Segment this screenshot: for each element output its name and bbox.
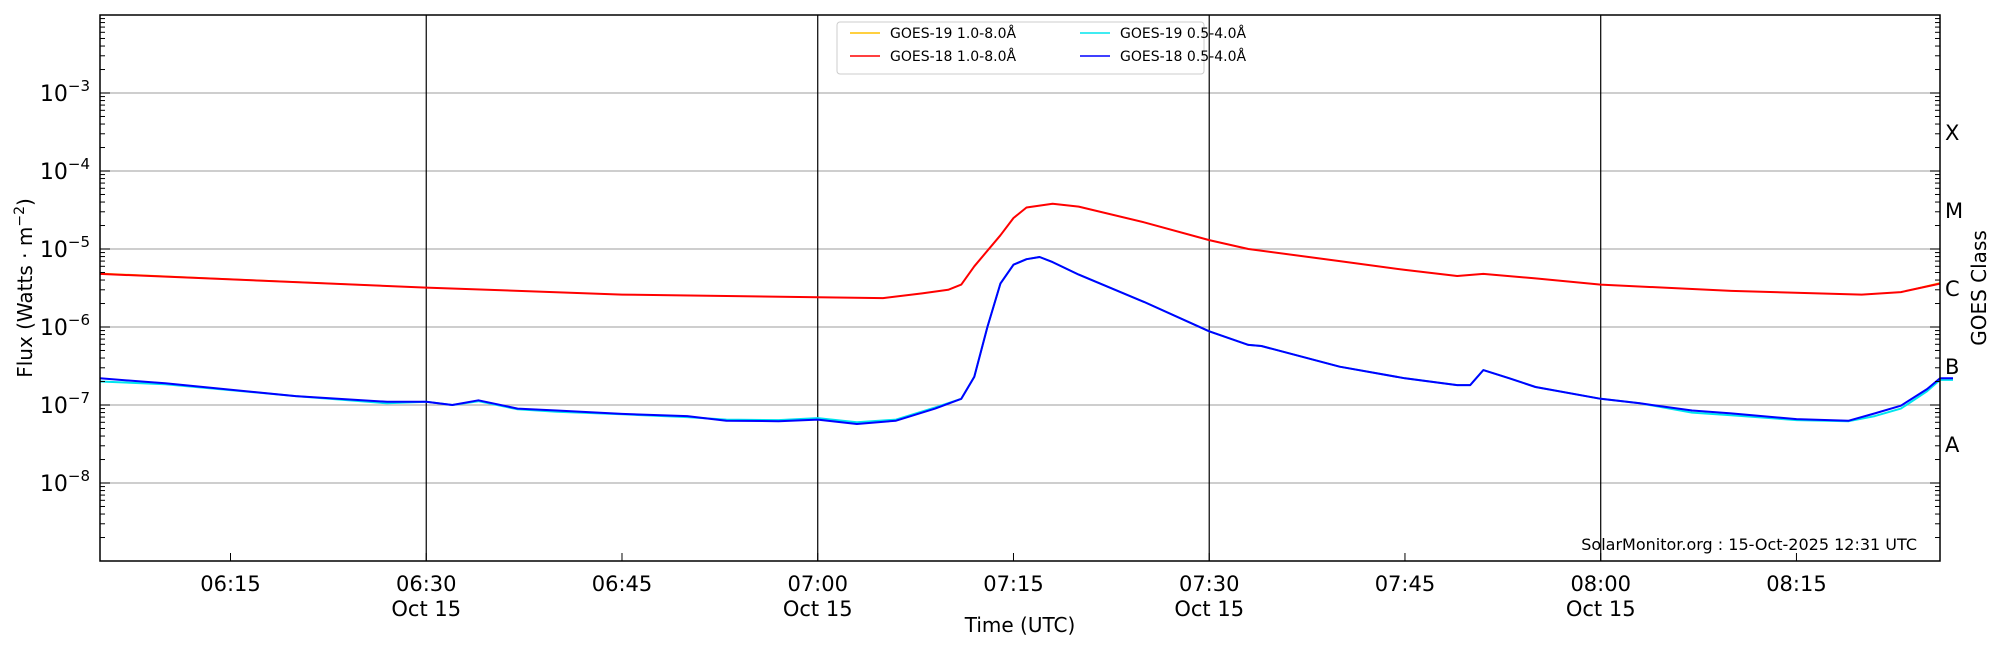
legend: GOES-19 1.0-8.0Å GOES-19 0.5-4.0Å GOES-18 … — [836, 21, 1246, 75]
y-tick-exponent: −4 — [68, 155, 90, 173]
goes-class-label-b: B — [1945, 355, 1959, 379]
y-tick-label: 10−6 — [40, 311, 90, 341]
series-line-goes-18-1-0-8-0- — [99, 202, 1941, 300]
goes-class-label-x: X — [1945, 121, 1959, 145]
y-tick-label: 10−7 — [40, 389, 90, 419]
x-tick-label: 08:15 — [1766, 572, 1827, 596]
x-tick-label: 07:15 — [983, 572, 1044, 596]
legend-label: GOES-19 0.5-4.0Å — [1120, 25, 1246, 42]
y-tick-exponent: −3 — [68, 77, 90, 95]
x-tick-label: 07:30 — [1179, 572, 1240, 596]
y-tick-exponent: −8 — [68, 467, 90, 485]
legend-label: GOES-18 1.0-8.0Å — [890, 48, 1016, 65]
y-tick-base: 10 — [40, 394, 68, 419]
x-axis-label: Time (UTC) — [964, 613, 1076, 637]
x-tick-date: Oct 15 — [783, 597, 853, 621]
goes-class-label-c: C — [1945, 277, 1960, 301]
goes-class-label-m: M — [1945, 199, 1963, 223]
plot-frame — [99, 14, 1941, 562]
y-axis-label: Flux (Watts · m−2) — [12, 198, 37, 378]
x-tick-label: 07:45 — [1375, 572, 1436, 596]
series-line-goes-19-0-5-4-0- — [99, 256, 1953, 424]
legend-box — [836, 21, 1205, 75]
x-tick-label: 06:30 — [396, 572, 457, 596]
y-tick-label: 10−3 — [40, 77, 90, 107]
x-tick-date: Oct 15 — [1174, 597, 1244, 621]
goes-class-labels: X M C B A — [1945, 121, 1963, 457]
y-tick-base: 10 — [40, 238, 68, 263]
y-tick-exponent: −6 — [68, 311, 90, 329]
x-tick-label: 07:00 — [787, 572, 848, 596]
y-tick-label: 10−4 — [40, 155, 90, 185]
grid — [100, 15, 1940, 561]
y-tick-label: 10−5 — [40, 233, 90, 263]
y-tick-base: 10 — [40, 316, 68, 341]
x-tick-label: 06:45 — [592, 572, 653, 596]
y-tick-label: 10−8 — [40, 467, 90, 497]
x-tick-label: 06:15 — [200, 572, 261, 596]
timestamp-annotation: SolarMonitor.org : 15-Oct-2025 12:31 UTC — [1581, 535, 1917, 554]
legend-label: GOES-18 0.5-4.0Å — [1120, 48, 1246, 65]
x-tick-date: Oct 15 — [391, 597, 461, 621]
series-line-goes-19-1-0-8-0- — [99, 203, 1941, 299]
y-tick-exponent: −5 — [68, 233, 90, 251]
y-tick-exponent: −7 — [68, 389, 90, 407]
x-tick-label: 08:00 — [1570, 572, 1631, 596]
goes-class-label-a: A — [1945, 433, 1960, 457]
y-tick-base: 10 — [40, 82, 68, 107]
series-line-goes-18-0-5-4-0- — [99, 256, 1953, 425]
series-lines — [99, 202, 1953, 425]
axis-ticks — [100, 18, 1940, 562]
right-y-axis-label: GOES Class — [1967, 230, 1991, 346]
x-tick-date: Oct 15 — [1566, 597, 1636, 621]
legend-label: GOES-19 1.0-8.0Å — [890, 25, 1016, 42]
y-tick-base: 10 — [40, 160, 68, 185]
y-tick-base: 10 — [40, 472, 68, 497]
y-tick-labels: 10−310−410−510−610−710−8 — [40, 77, 90, 497]
